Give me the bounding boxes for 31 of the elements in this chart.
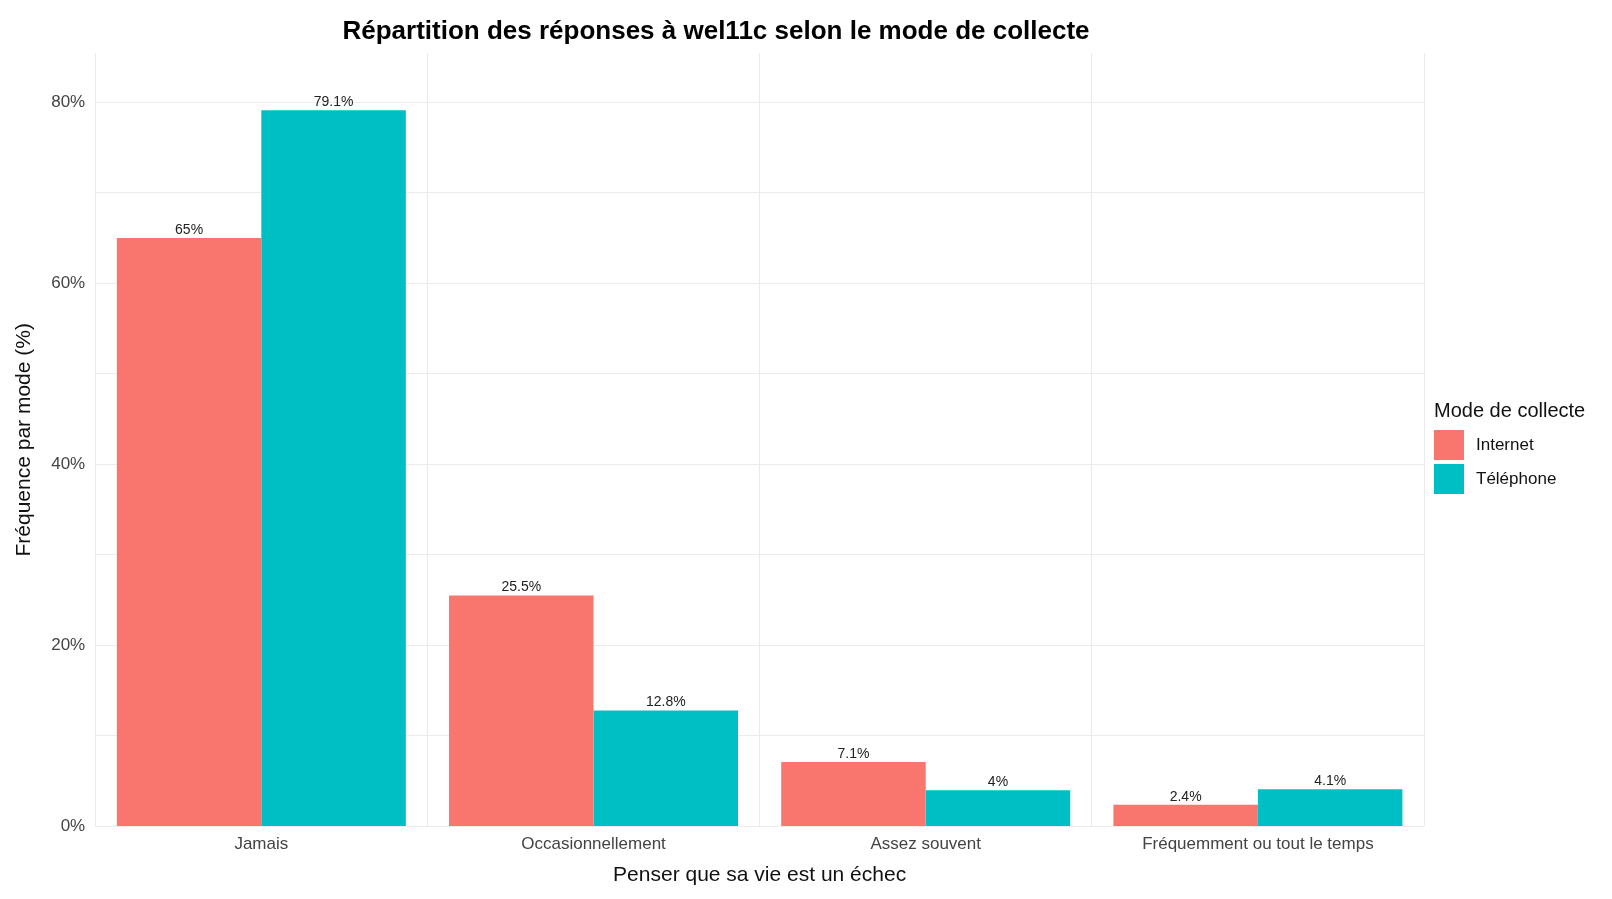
data-label: 79.1% [313,93,354,110]
x-axis-title: Penser que sa vie est un échec [613,862,907,886]
bar [1257,789,1403,826]
data-label: 65% [175,220,204,237]
x-tick-label: Jamais [234,834,289,854]
data-label: 12.8% [645,693,686,710]
chart-title: Répartition des réponses à wel11c selon le mode de collecte [342,14,1090,45]
legend-title: Mode de collecte [1434,398,1586,422]
bar [781,762,926,826]
bar [593,710,739,826]
data-label: 7.1% [837,744,870,761]
y-tick-label: 0% [60,816,86,836]
bar [925,790,1071,826]
x-tick-label: Fréquemment ou tout le temps [1142,834,1374,854]
bar [1113,804,1258,826]
y-tick-label: 20% [51,635,86,655]
bar [449,595,594,826]
data-label: 4% [987,773,1009,790]
data-label: 2.4% [1169,787,1202,804]
data-label: 4.1% [1314,772,1347,789]
y-tick-label: 40% [51,453,86,473]
data-label: 25.5% [501,578,542,595]
y-axis-title: Fréquence par mode (%) [11,323,35,557]
x-tick-label: Assez souvent [870,834,982,854]
bar [261,110,406,826]
x-tick-label: Occasionnellement [521,834,667,854]
legend-label: Internet [1476,434,1534,455]
legend-label: Téléphone [1476,468,1557,489]
y-tick-label: 60% [51,272,86,292]
bar [116,237,262,826]
y-tick-label: 80% [51,91,86,111]
